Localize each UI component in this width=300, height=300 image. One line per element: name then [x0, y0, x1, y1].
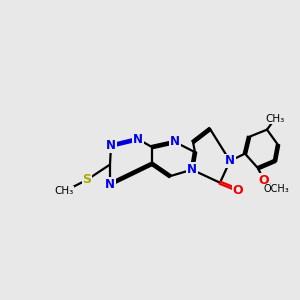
Text: O: O: [233, 184, 243, 196]
Text: O: O: [259, 174, 269, 187]
Text: N: N: [187, 163, 197, 176]
Text: S: S: [82, 173, 91, 186]
Text: N: N: [170, 136, 180, 148]
Text: CH₃: CH₃: [266, 114, 285, 124]
Text: N: N: [133, 133, 143, 146]
Text: OCH₃: OCH₃: [263, 184, 289, 194]
Text: CH₃: CH₃: [54, 187, 74, 196]
Text: N: N: [106, 139, 116, 152]
Text: N: N: [105, 178, 115, 191]
Text: N: N: [225, 154, 235, 167]
